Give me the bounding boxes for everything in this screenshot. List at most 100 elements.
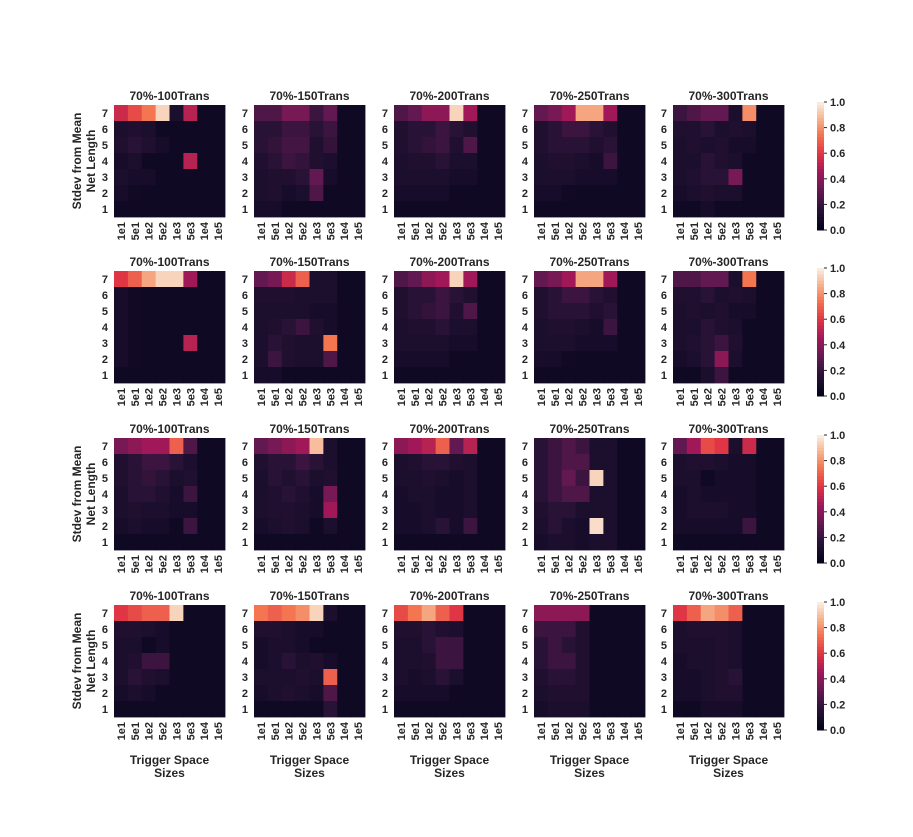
heatmap-cell <box>575 367 590 384</box>
heatmap-cell <box>673 153 688 170</box>
heatmap-cell <box>351 367 366 384</box>
heatmap-cell <box>394 169 409 186</box>
heatmap-cell <box>351 438 366 455</box>
heatmap-cell <box>477 271 492 288</box>
x-axis-label: Sizes <box>713 766 744 780</box>
y-tick-label: 3 <box>661 505 667 517</box>
colorbar-tick-label: 0.6 <box>830 481 845 493</box>
colorbar-segment <box>817 300 824 304</box>
heatmap-cell <box>394 153 409 170</box>
y-tick-label: 4 <box>522 656 529 668</box>
heatmap-cell <box>309 351 324 368</box>
heatmap-cell <box>394 319 409 336</box>
heatmap-cell <box>141 185 157 202</box>
colorbar-segment <box>817 127 824 132</box>
panel-title: 70%-300Trans <box>688 589 768 603</box>
heatmap-cell <box>394 351 409 368</box>
colorbar-segment <box>817 380 824 384</box>
heatmap-cell <box>449 335 464 352</box>
heatmap-cell <box>728 137 743 154</box>
heatmap-cell <box>728 454 743 471</box>
heatmap-cell <box>141 137 157 154</box>
heatmap-cell <box>589 454 604 471</box>
x-tick-label: 5e2 <box>717 222 729 240</box>
panel-title: 70%-200Trans <box>409 589 489 603</box>
colorbar-segment <box>817 669 824 673</box>
heatmap-cell <box>631 287 646 304</box>
colorbar-segment <box>817 720 824 725</box>
heatmap-cell <box>127 169 143 186</box>
heatmap-cell <box>114 121 129 138</box>
x-tick-label: 1e5 <box>493 388 505 406</box>
heatmap-cell <box>728 271 743 288</box>
heatmap-cell <box>114 438 129 455</box>
y-tick-label: 2 <box>522 188 528 200</box>
colorbar-segment <box>817 646 824 651</box>
heatmap-cell <box>295 153 310 170</box>
heatmap-cell <box>561 685 577 702</box>
y-tick-label: 2 <box>661 688 667 700</box>
heatmap-cell <box>407 701 423 718</box>
heatmap-cell <box>183 185 198 202</box>
heatmap-cell <box>254 470 269 487</box>
heatmap-cell <box>421 653 437 670</box>
heatmap-cell <box>337 303 352 320</box>
heatmap-cell <box>756 438 771 455</box>
y-tick-label: 6 <box>102 457 108 469</box>
x-tick-label: 1e5 <box>493 222 505 240</box>
heatmap-cell <box>323 534 338 551</box>
colorbar-segment <box>817 105 824 109</box>
heatmap-cell <box>449 637 464 654</box>
y-tick-label: 4 <box>102 656 109 668</box>
y-tick-label: 5 <box>102 473 108 485</box>
x-tick-label: 5e2 <box>438 722 450 740</box>
heatmap-cell <box>421 271 437 288</box>
heatmap-cell <box>407 518 423 535</box>
x-tick-label: 5e2 <box>158 722 170 740</box>
colorbar-segment <box>817 319 824 323</box>
colorbar-segment <box>817 473 824 478</box>
heatmap-cell <box>197 438 212 455</box>
heatmap-cell <box>281 335 297 352</box>
y-tick-label: 7 <box>242 108 248 120</box>
heatmap-cell <box>770 287 785 304</box>
heatmap-cell <box>756 137 771 154</box>
heatmap-cell <box>309 319 324 336</box>
y-tick-label: 1 <box>382 370 388 382</box>
heatmap-cell <box>183 518 198 535</box>
heatmap-cell <box>183 169 198 186</box>
heatmap-cell <box>589 153 604 170</box>
heatmap-cell <box>169 438 184 455</box>
heatmap-cell <box>617 137 632 154</box>
heatmap-cell <box>463 669 478 686</box>
heatmap-cell <box>295 502 310 519</box>
heatmap-cell <box>211 470 226 487</box>
panel-title: 70%-250Trans <box>549 422 629 436</box>
y-tick-label: 1 <box>661 537 667 549</box>
heatmap-cell <box>351 486 366 503</box>
heatmap-cell <box>534 169 549 186</box>
heatmap-cell <box>449 454 464 471</box>
heatmap-cell <box>477 685 492 702</box>
y-axis-label: Net Length <box>84 463 98 526</box>
heatmap-cell <box>547 701 563 718</box>
heatmap-cell <box>141 486 157 503</box>
heatmap-cell <box>714 653 729 670</box>
heatmap-cell <box>686 605 702 622</box>
x-tick-label: 5e1 <box>410 222 422 240</box>
y-tick-label: 5 <box>661 306 667 318</box>
heatmap-cell <box>449 701 464 718</box>
heatmap-cell <box>561 137 577 154</box>
x-axis-label: Sizes <box>574 766 605 780</box>
y-tick-label: 5 <box>102 306 108 318</box>
heatmap-cell <box>281 287 297 304</box>
heatmap-cell <box>603 335 618 352</box>
heatmap-cell <box>770 605 785 622</box>
heatmap-cell <box>351 685 366 702</box>
heatmap-cell <box>603 287 618 304</box>
colorbar-segment <box>817 630 824 635</box>
heatmap-cell <box>491 287 506 304</box>
heatmap-cell <box>673 137 688 154</box>
x-tick-label: 5e1 <box>270 222 282 240</box>
